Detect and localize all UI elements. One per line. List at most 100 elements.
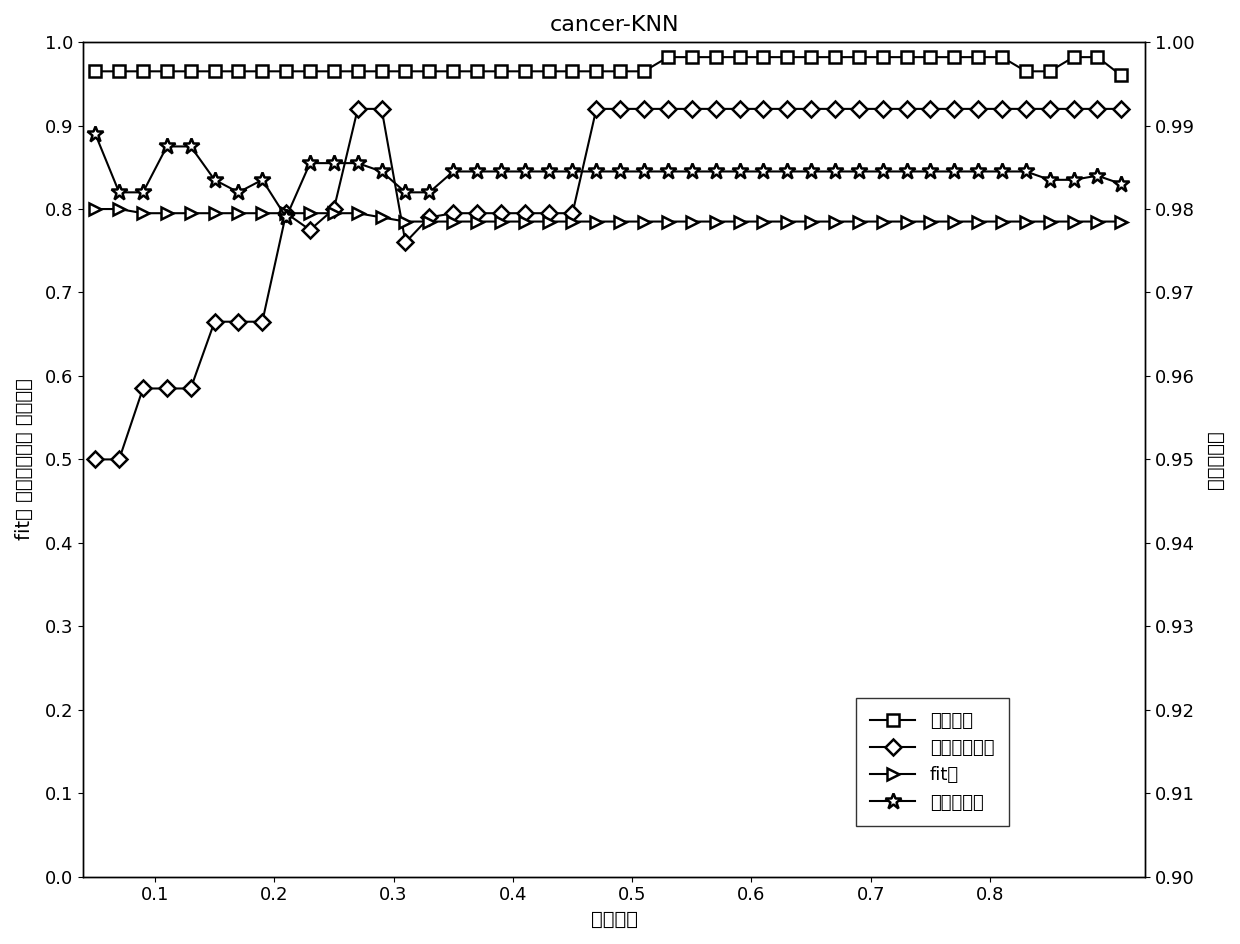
平均相关度 — [398, 187, 413, 198]
分类精度 — [255, 66, 270, 77]
fit値 — [756, 216, 771, 228]
分类精度 — [804, 52, 818, 63]
分类精度 — [231, 66, 246, 77]
分类精度 — [636, 66, 651, 77]
约简属性个数 — [350, 103, 365, 114]
平均相关度 — [112, 187, 126, 198]
fit値 — [852, 216, 867, 228]
分类精度 — [589, 66, 604, 77]
平均相关度 — [636, 166, 651, 177]
分类精度 — [112, 66, 126, 77]
分类精度 — [971, 52, 986, 63]
分类精度 — [756, 52, 771, 63]
约简属性个数 — [589, 103, 604, 114]
X-axis label: 领域半径: 领域半径 — [590, 910, 637, 929]
平均相关度 — [445, 166, 460, 177]
分类精度 — [1043, 66, 1058, 77]
约简属性个数 — [517, 208, 532, 219]
fit値 — [661, 216, 676, 228]
fit値 — [88, 203, 103, 214]
fit値 — [445, 216, 460, 228]
约简属性个数 — [231, 316, 246, 328]
约简属性个数 — [398, 237, 413, 248]
分类精度 — [780, 52, 795, 63]
fit値 — [207, 208, 222, 219]
平均相关度 — [971, 166, 986, 177]
平均相关度 — [350, 158, 365, 169]
约简属性个数 — [732, 103, 746, 114]
约简属性个数 — [445, 208, 460, 219]
约简属性个数 — [184, 383, 198, 395]
fit値 — [1018, 216, 1033, 228]
分类精度 — [565, 66, 580, 77]
分类精度 — [1090, 52, 1105, 63]
约简属性个数 — [494, 208, 508, 219]
分类精度 — [923, 52, 937, 63]
平均相关度 — [589, 166, 604, 177]
平均相关度 — [494, 166, 508, 177]
平均相关度 — [207, 174, 222, 185]
fit値 — [422, 216, 436, 228]
fit値 — [613, 216, 627, 228]
分类精度 — [684, 52, 699, 63]
分类精度 — [994, 52, 1009, 63]
fit値 — [1066, 216, 1081, 228]
分类精度 — [517, 66, 532, 77]
fit値 — [780, 216, 795, 228]
分类精度 — [422, 66, 436, 77]
fit値 — [517, 216, 532, 228]
约简属性个数 — [303, 225, 317, 236]
约简属性个数 — [565, 208, 580, 219]
平均相关度 — [160, 141, 175, 152]
分类精度 — [852, 52, 867, 63]
分类精度 — [899, 52, 914, 63]
Y-axis label: 平均相关度: 平均相关度 — [1207, 430, 1225, 489]
fit値 — [541, 216, 556, 228]
约简属性个数 — [541, 208, 556, 219]
Y-axis label: fit値 约简属性个数 分类精度: fit値 约简属性个数 分类精度 — [15, 379, 33, 540]
平均相关度 — [827, 166, 842, 177]
fit値 — [160, 208, 175, 219]
fit値 — [279, 208, 294, 219]
平均相关度 — [852, 166, 867, 177]
分类精度 — [1114, 70, 1128, 81]
平均相关度 — [470, 166, 485, 177]
Line: 平均相关度: 平均相关度 — [87, 126, 1130, 226]
约简属性个数 — [1114, 103, 1128, 114]
约简属性个数 — [994, 103, 1009, 114]
fit値 — [899, 216, 914, 228]
平均相关度 — [517, 166, 532, 177]
分类精度 — [207, 66, 222, 77]
分类精度 — [541, 66, 556, 77]
分类精度 — [326, 66, 341, 77]
约简属性个数 — [207, 316, 222, 328]
约简属性个数 — [88, 454, 103, 465]
fit値 — [470, 216, 485, 228]
分类精度 — [445, 66, 460, 77]
fit値 — [923, 216, 937, 228]
分类精度 — [875, 52, 890, 63]
fit値 — [112, 203, 126, 214]
约简属性个数 — [374, 103, 389, 114]
平均相关度 — [326, 158, 341, 169]
fit値 — [1114, 216, 1128, 228]
fit値 — [684, 216, 699, 228]
平均相关度 — [780, 166, 795, 177]
分类精度 — [613, 66, 627, 77]
平均相关度 — [899, 166, 914, 177]
约简属性个数 — [661, 103, 676, 114]
fit値 — [565, 216, 580, 228]
约简属性个数 — [756, 103, 771, 114]
分类精度 — [732, 52, 746, 63]
约简属性个数 — [899, 103, 914, 114]
平均相关度 — [184, 141, 198, 152]
分类精度 — [135, 66, 150, 77]
平均相关度 — [1043, 174, 1058, 185]
fit値 — [827, 216, 842, 228]
分类精度 — [661, 52, 676, 63]
平均相关度 — [541, 166, 556, 177]
约简属性个数 — [422, 211, 436, 223]
fit値 — [255, 208, 270, 219]
分类精度 — [827, 52, 842, 63]
约简属性个数 — [135, 383, 150, 395]
